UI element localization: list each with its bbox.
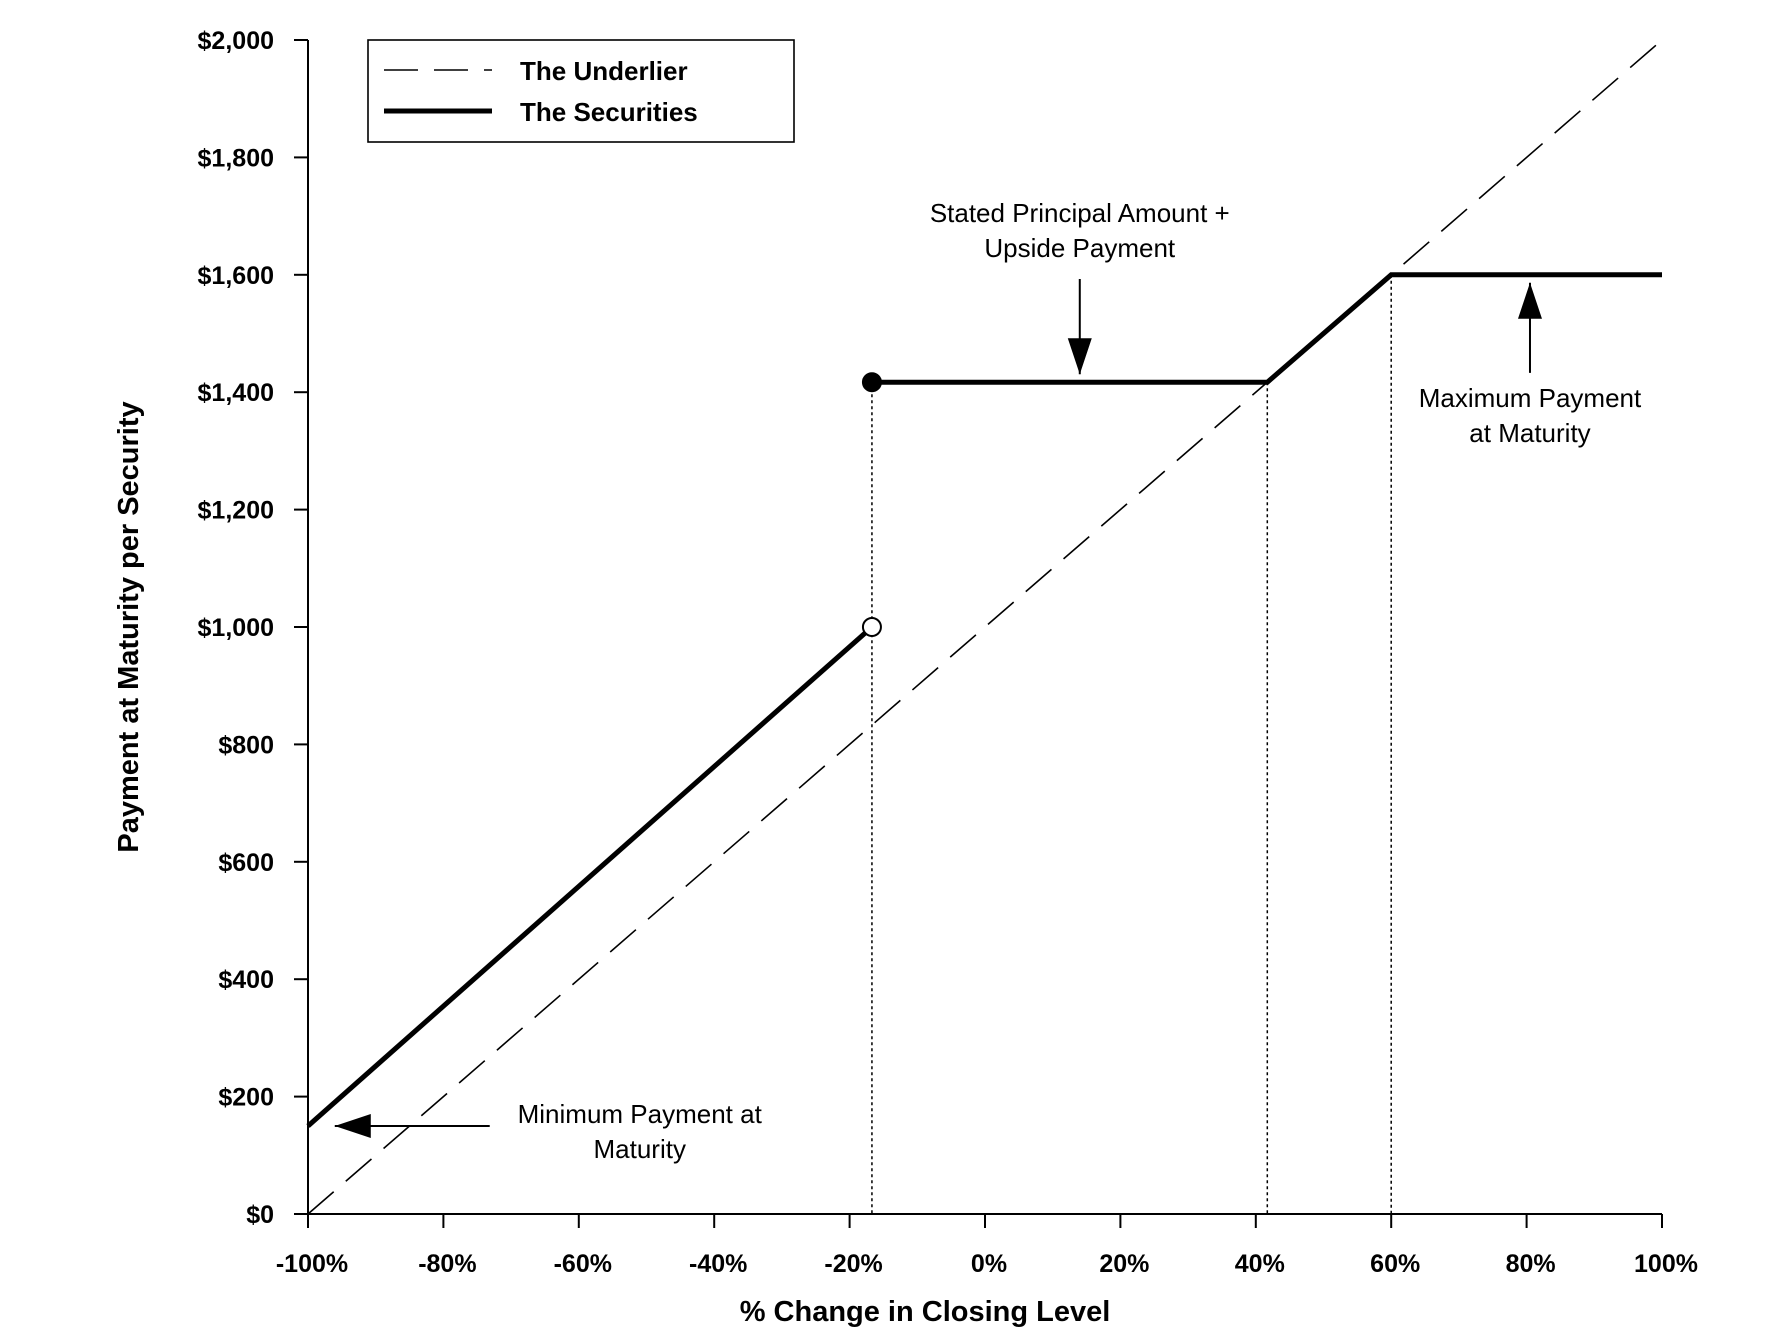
- legend: The Underlier The Securities: [367, 39, 795, 143]
- x-tick-label: 20%: [1099, 1250, 1149, 1278]
- y-tick-label: $0: [246, 1201, 274, 1229]
- y-tick-label: $400: [218, 966, 274, 994]
- x-axis-title: % Change in Closing Level: [740, 1296, 1111, 1328]
- y-tick-label: $800: [218, 731, 274, 759]
- y-axis-title: Payment at Maturity per Security: [113, 401, 145, 852]
- series-line-securities: [871, 272, 1662, 385]
- x-tick-label: -20%: [824, 1250, 882, 1278]
- legend-label-securities: The Securities: [520, 97, 698, 127]
- marker-filled: [861, 372, 882, 393]
- y-tick-label: $1,800: [198, 144, 274, 172]
- annotation-text: Maturity: [593, 1134, 685, 1164]
- y-tick-label: $600: [218, 849, 274, 877]
- annotations: Stated Principal Amount + Upside Payment M…: [334, 198, 1642, 1164]
- annotation-text: Minimum Payment at: [518, 1099, 763, 1129]
- markers: [861, 372, 882, 637]
- x-tick-label: 80%: [1506, 1250, 1556, 1278]
- arrowhead-icon: [1067, 338, 1092, 375]
- y-tick-label: $1,000: [198, 614, 274, 642]
- legend-label-underlier: The Underlier: [520, 56, 688, 86]
- x-tick-label: -100%: [276, 1250, 348, 1278]
- x-tick-label: -60%: [554, 1250, 612, 1278]
- arrowhead-icon: [334, 1113, 371, 1138]
- arrowhead-icon: [1517, 282, 1542, 319]
- axes: $0 $200 $400 $600 $800 $1,000 $1,200 $1,400 $1,6…: [198, 27, 1698, 1278]
- series-line-securities: [306, 625, 874, 1128]
- y-tick-label: $200: [218, 1084, 274, 1112]
- x-tick-label: 40%: [1235, 1250, 1285, 1278]
- x-tick-label: -40%: [689, 1250, 747, 1278]
- series-layer: [306, 39, 1663, 1215]
- x-tick-label: 60%: [1370, 1250, 1420, 1278]
- reference-lines: [871, 274, 1392, 1214]
- annotation-text: Maximum Payment: [1419, 383, 1642, 413]
- y-tick-label: $1,200: [198, 497, 274, 525]
- annotation-text: at Maturity: [1469, 418, 1590, 448]
- y-tick-label: $2,000: [198, 27, 274, 55]
- x-tick-label: -80%: [418, 1250, 476, 1278]
- x-tick-label: 0%: [971, 1250, 1007, 1278]
- annotation-text: Upside Payment: [984, 233, 1176, 263]
- y-tick-label: $1,600: [198, 262, 274, 290]
- x-tick-label: 100%: [1634, 1250, 1698, 1278]
- legend-box: [367, 39, 795, 143]
- annotation-text: Stated Principal Amount +: [930, 198, 1230, 228]
- y-tick-label: $1,400: [198, 379, 274, 407]
- marker-open: [861, 617, 882, 637]
- axis-titles: % Change in Closing Level Payment at Mat…: [113, 401, 1110, 1328]
